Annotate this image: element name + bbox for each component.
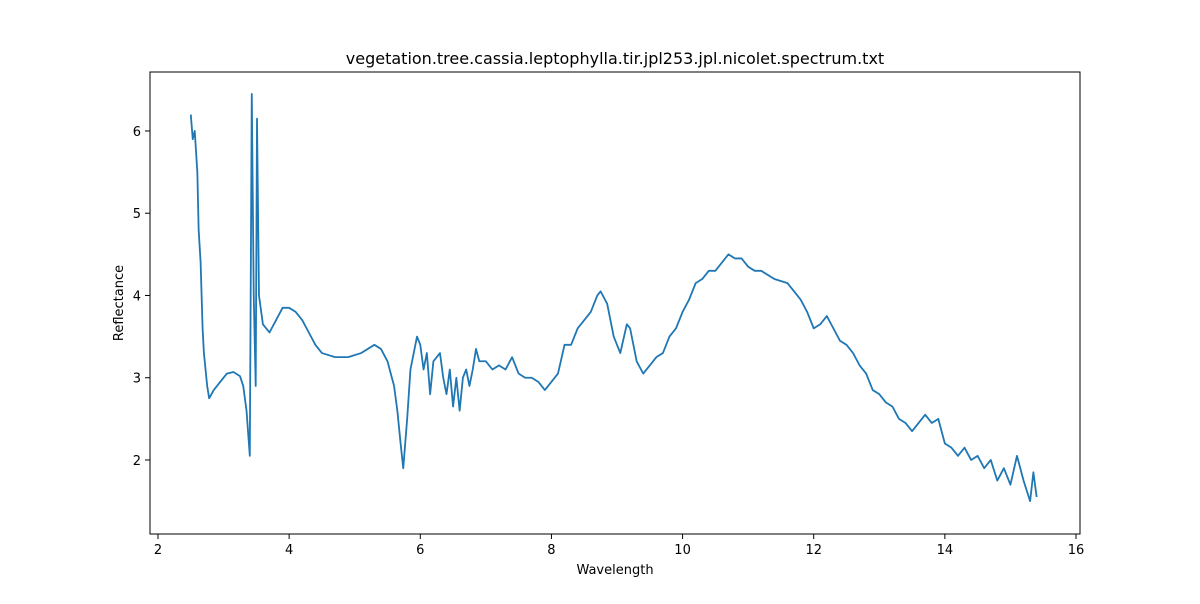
x-tick-label: 12 — [805, 543, 822, 558]
x-tick-label: 4 — [285, 543, 293, 558]
x-tick-label: 16 — [1068, 543, 1085, 558]
x-tick-label: 6 — [416, 543, 424, 558]
x-axis-label: Wavelength — [576, 563, 653, 578]
y-axis-label: Reflectance — [112, 265, 127, 341]
x-tick-label: 10 — [674, 543, 691, 558]
y-tick-label: 4 — [133, 289, 141, 304]
plot-frame — [149, 71, 1081, 535]
y-tick-label: 6 — [133, 125, 141, 140]
y-tick-label: 3 — [133, 372, 141, 387]
x-tick-label: 14 — [937, 543, 954, 558]
y-tick-label: 5 — [133, 207, 141, 222]
x-tick-label: 8 — [547, 543, 555, 558]
x-tick-label: 2 — [154, 543, 162, 558]
chart-title: vegetation.tree.cassia.leptophylla.tir.j… — [346, 49, 884, 68]
y-tick-label: 2 — [133, 454, 141, 469]
data-line — [189, 93, 1038, 502]
